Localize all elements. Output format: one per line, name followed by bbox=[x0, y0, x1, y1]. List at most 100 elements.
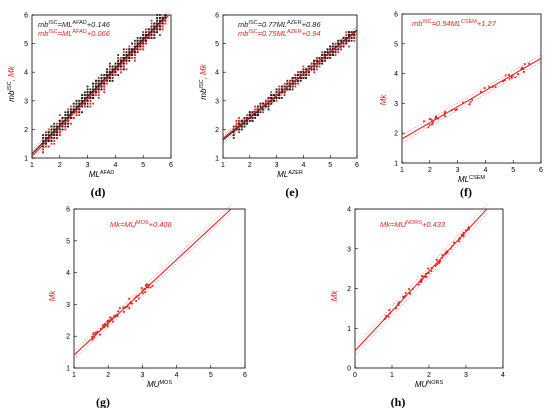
data-point bbox=[106, 320, 109, 323]
data-point bbox=[264, 105, 267, 108]
data-point bbox=[106, 82, 108, 85]
data-point bbox=[86, 91, 89, 94]
data-point bbox=[106, 77, 108, 79]
data-point bbox=[158, 16, 161, 19]
data-point bbox=[254, 105, 257, 108]
data-point bbox=[78, 99, 81, 102]
data-point bbox=[315, 57, 318, 59]
data-point bbox=[86, 102, 89, 105]
y-tick-label: 3 bbox=[24, 98, 28, 105]
data-point bbox=[111, 320, 114, 323]
data-point bbox=[153, 31, 156, 34]
x-tick-label: 6 bbox=[355, 162, 359, 169]
data-point bbox=[164, 16, 167, 19]
y-tick-label: 5 bbox=[66, 238, 70, 245]
data-point bbox=[299, 71, 302, 74]
plot-frame bbox=[222, 14, 358, 159]
data-point bbox=[131, 302, 133, 305]
data-point bbox=[86, 88, 89, 91]
data-point bbox=[125, 62, 128, 65]
data-point bbox=[125, 51, 128, 54]
data-point bbox=[110, 318, 113, 321]
data-point bbox=[240, 128, 243, 131]
data-point bbox=[350, 31, 353, 34]
data-point bbox=[326, 57, 329, 59]
data-point bbox=[50, 139, 53, 142]
data-point bbox=[307, 65, 310, 68]
data-point bbox=[395, 307, 397, 309]
data-point bbox=[468, 103, 471, 106]
data-point bbox=[67, 114, 70, 116]
y-axis-label: Mk bbox=[330, 290, 339, 302]
data-point bbox=[128, 45, 131, 48]
data-point bbox=[141, 289, 144, 292]
data-point bbox=[92, 94, 95, 96]
data-point bbox=[313, 62, 316, 65]
data-point bbox=[158, 28, 161, 31]
data-point bbox=[318, 62, 321, 65]
confidence-band bbox=[222, 26, 358, 137]
regression-line bbox=[401, 57, 542, 140]
data-point bbox=[297, 82, 299, 85]
data-point bbox=[122, 51, 125, 54]
data-point bbox=[120, 65, 122, 68]
data-point bbox=[97, 77, 100, 79]
x-tick-label: 1 bbox=[30, 162, 34, 169]
data-point bbox=[42, 139, 45, 142]
data-point bbox=[438, 260, 441, 263]
data-point bbox=[142, 48, 145, 51]
data-point bbox=[139, 42, 142, 45]
y-tick-label: 2 bbox=[394, 131, 398, 138]
data-point bbox=[133, 42, 136, 45]
data-point bbox=[402, 295, 405, 298]
data-point bbox=[142, 31, 145, 34]
data-point bbox=[114, 65, 117, 68]
data-point bbox=[139, 39, 142, 42]
data-point bbox=[117, 68, 120, 71]
data-point bbox=[113, 315, 116, 318]
data-point bbox=[150, 31, 153, 34]
data-point bbox=[122, 62, 125, 65]
data-point bbox=[86, 85, 89, 88]
data-point bbox=[95, 82, 97, 85]
data-point bbox=[289, 82, 291, 85]
data-point bbox=[291, 77, 294, 79]
regression-line bbox=[222, 30, 358, 139]
y-axis-label: mbISC, Mk bbox=[7, 65, 16, 101]
x-tick-label: 3 bbox=[86, 162, 90, 169]
data-point bbox=[302, 77, 305, 79]
x-tick-label: 1 bbox=[390, 372, 394, 379]
data-point bbox=[294, 74, 297, 76]
data-point bbox=[158, 34, 161, 36]
x-tick-label: 2 bbox=[428, 167, 432, 174]
data-point bbox=[72, 111, 75, 114]
data-point bbox=[56, 134, 58, 137]
data-point bbox=[47, 131, 50, 134]
data-point bbox=[108, 68, 111, 71]
data-point bbox=[153, 34, 156, 36]
data-point bbox=[89, 94, 92, 96]
data-point bbox=[117, 65, 120, 68]
data-point bbox=[156, 22, 158, 25]
data-point bbox=[289, 88, 291, 91]
x-tick-label: 1 bbox=[400, 167, 404, 174]
data-point bbox=[315, 68, 318, 71]
data-point bbox=[294, 85, 297, 88]
data-point bbox=[89, 88, 92, 91]
data-point bbox=[235, 122, 238, 125]
data-point bbox=[72, 108, 75, 111]
y-tick-label: 3 bbox=[66, 302, 70, 309]
data-point bbox=[45, 134, 47, 137]
data-point bbox=[483, 87, 486, 89]
data-point bbox=[462, 235, 465, 238]
data-point bbox=[283, 82, 286, 85]
data-point bbox=[75, 108, 78, 111]
y-tick-label: 4 bbox=[24, 70, 28, 77]
data-point bbox=[331, 51, 334, 54]
data-point bbox=[326, 51, 329, 54]
data-point bbox=[432, 121, 435, 124]
data-point bbox=[246, 114, 249, 116]
data-point bbox=[434, 264, 437, 267]
data-point bbox=[259, 111, 262, 114]
data-point bbox=[348, 45, 350, 48]
